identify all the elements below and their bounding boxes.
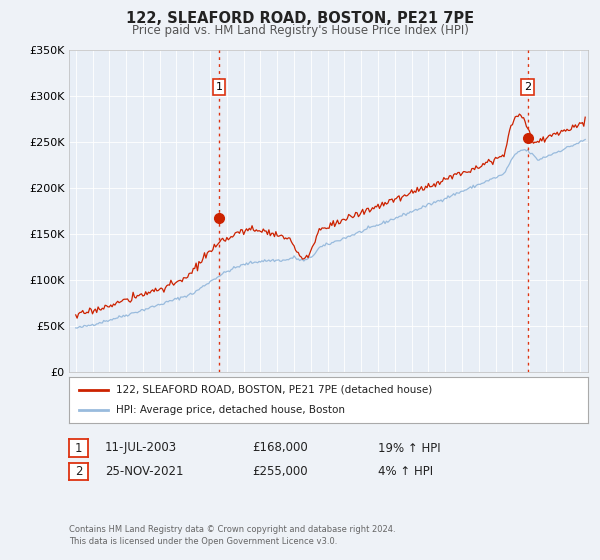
- Text: £255,000: £255,000: [252, 465, 308, 478]
- Text: 11-JUL-2003: 11-JUL-2003: [105, 441, 177, 455]
- Text: 1: 1: [215, 82, 223, 92]
- Text: Contains HM Land Registry data © Crown copyright and database right 2024.
This d: Contains HM Land Registry data © Crown c…: [69, 525, 395, 546]
- Text: 122, SLEAFORD ROAD, BOSTON, PE21 7PE: 122, SLEAFORD ROAD, BOSTON, PE21 7PE: [126, 11, 474, 26]
- Text: £168,000: £168,000: [252, 441, 308, 455]
- Text: 1: 1: [75, 441, 82, 455]
- Text: 4% ↑ HPI: 4% ↑ HPI: [378, 465, 433, 478]
- Text: Price paid vs. HM Land Registry's House Price Index (HPI): Price paid vs. HM Land Registry's House …: [131, 24, 469, 36]
- Text: 122, SLEAFORD ROAD, BOSTON, PE21 7PE (detached house): 122, SLEAFORD ROAD, BOSTON, PE21 7PE (de…: [116, 385, 432, 395]
- Text: HPI: Average price, detached house, Boston: HPI: Average price, detached house, Bost…: [116, 405, 345, 415]
- Text: 19% ↑ HPI: 19% ↑ HPI: [378, 441, 440, 455]
- Text: 2: 2: [524, 82, 531, 92]
- Text: 2: 2: [75, 465, 82, 478]
- Text: 25-NOV-2021: 25-NOV-2021: [105, 465, 184, 478]
